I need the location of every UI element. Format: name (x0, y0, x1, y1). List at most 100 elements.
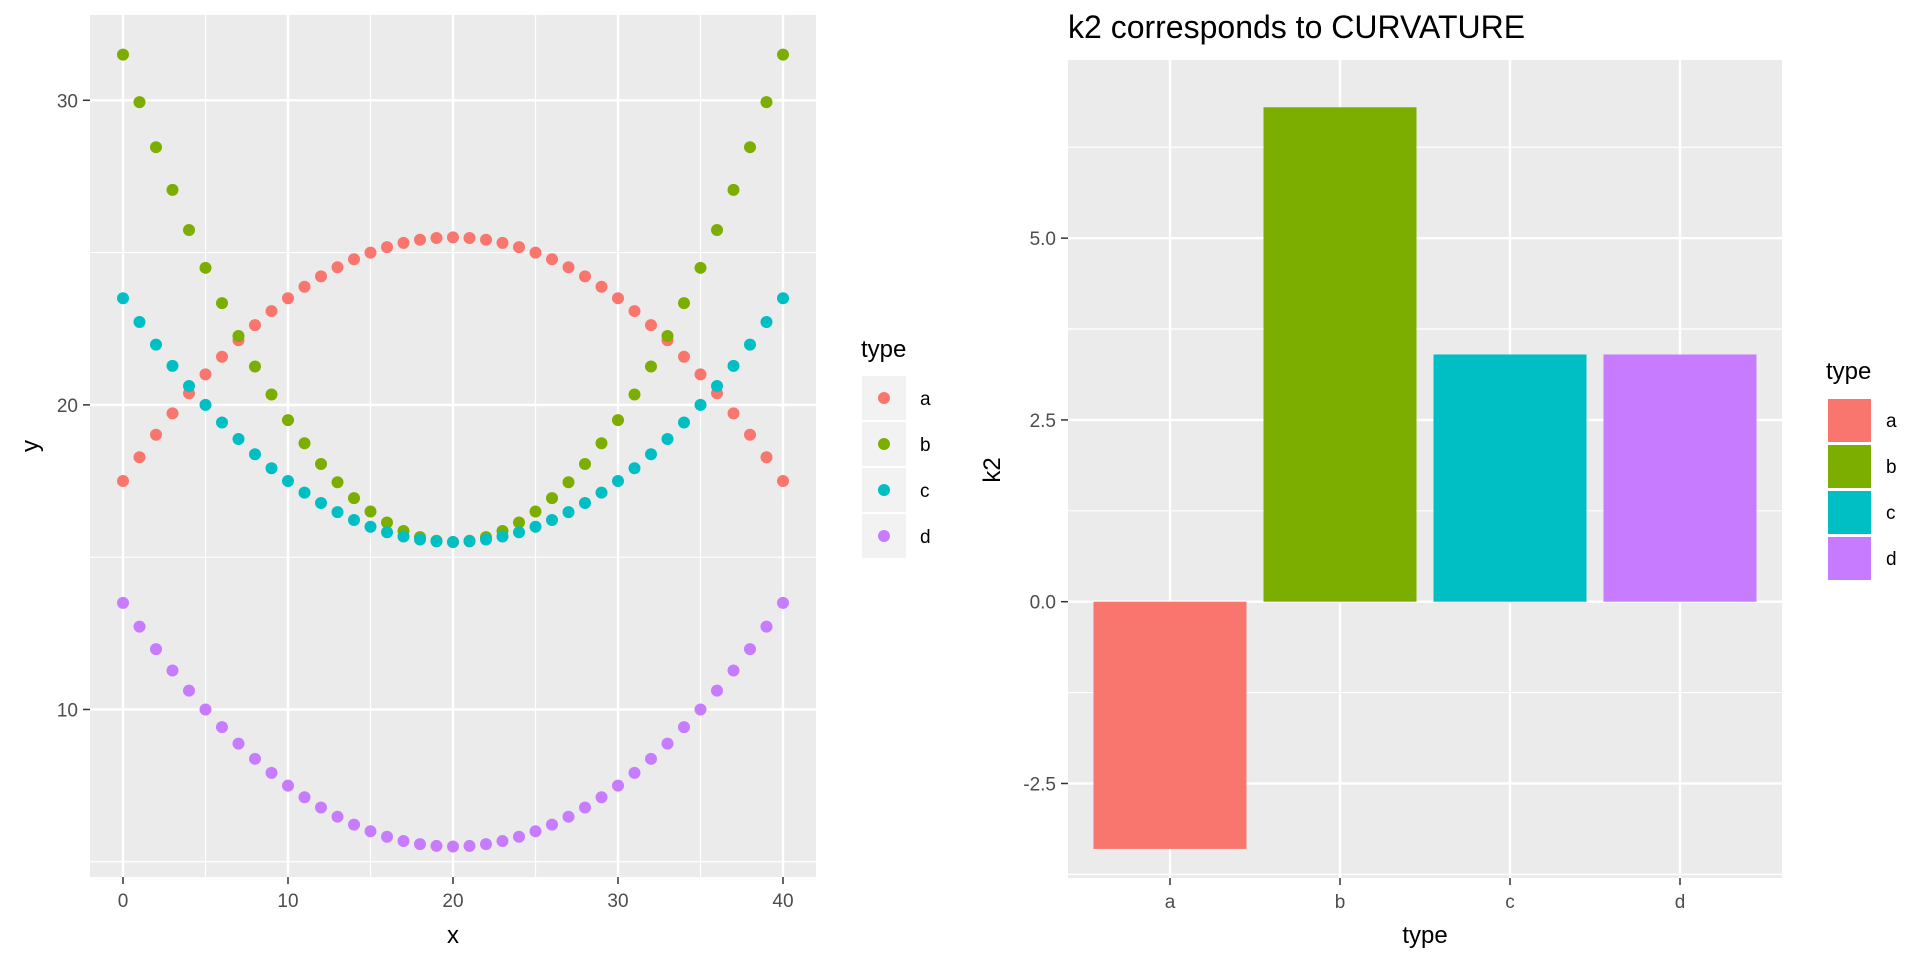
bar-y-tick-label: 2.5 (1030, 411, 1056, 432)
scatter-point (463, 839, 476, 852)
scatter-point (645, 752, 657, 765)
scatter-point (216, 416, 228, 429)
scatter-point (678, 297, 690, 310)
scatter-point (232, 330, 245, 343)
bar-chart-title: k2 corresponds to CURVATURE (1068, 9, 1525, 45)
scatter-point (232, 432, 245, 445)
scatter-x-axis: 0 10 20 30 40 (118, 877, 794, 912)
scatter-point (265, 766, 278, 779)
bar-legend-label: c (1886, 503, 1896, 524)
bar-legend-item-c: c (1828, 491, 1896, 534)
bar-legend-label: a (1886, 411, 1897, 432)
scatter-point (265, 388, 278, 401)
scatter-point (430, 535, 443, 548)
scatter-point (711, 224, 723, 237)
scatter-point (414, 533, 426, 546)
scatter-point (694, 261, 707, 274)
scatter-point (529, 520, 542, 533)
scatter-point (397, 835, 410, 848)
bar-x-tick-label: c (1505, 892, 1515, 913)
scatter-point (249, 360, 261, 373)
scatter-point (480, 233, 492, 246)
scatter-point (348, 253, 360, 266)
bar-legend-swatch (1828, 537, 1871, 580)
scatter-point (166, 359, 179, 372)
scatter-point (579, 801, 591, 814)
scatter-point (628, 305, 641, 318)
scatter-gridlines (90, 15, 816, 877)
scatter-point (546, 818, 558, 831)
scatter-point (216, 721, 228, 734)
scatter-y-tick-label: 20 (57, 396, 78, 417)
scatter-point (480, 838, 492, 851)
scatter-y-tick-label: 30 (57, 91, 78, 112)
scatter-point (381, 526, 393, 539)
scatter-point (562, 261, 575, 274)
scatter-point (777, 596, 789, 609)
scatter-point (777, 48, 789, 61)
scatter-point (760, 620, 773, 633)
scatter-legend-item-a: a (862, 376, 931, 420)
scatter-legend-label: b (920, 435, 931, 456)
scatter-point (595, 486, 608, 499)
scatter-point (546, 492, 558, 505)
bar-y-tick-label: 5.0 (1030, 229, 1056, 250)
scatter-point (711, 684, 723, 697)
scatter-point (595, 791, 608, 804)
scatter-point (562, 506, 575, 519)
scatter-x-axis-title: x (447, 922, 459, 949)
scatter-point (447, 535, 459, 548)
scatter-point (364, 246, 377, 259)
scatter-point (199, 398, 212, 411)
bar-y-tick-label: -2.5 (1023, 774, 1056, 795)
scatter-point (381, 830, 393, 843)
scatter-point (546, 514, 558, 527)
scatter-point (298, 486, 311, 499)
scatter-point (694, 368, 707, 381)
scatter-point (150, 338, 162, 351)
scatter-series-d (117, 596, 789, 853)
scatter-point (216, 350, 228, 363)
bar-x-axis: a b c d (1165, 878, 1685, 913)
scatter-point (133, 620, 146, 633)
scatter-point (562, 476, 575, 489)
scatter-point (282, 414, 294, 427)
scatter-point (133, 96, 146, 109)
scatter-point (777, 475, 789, 488)
scatter-point (150, 643, 162, 656)
scatter-point (331, 476, 344, 489)
scatter-point (612, 414, 624, 427)
scatter-series-a (117, 231, 789, 488)
bar-legend: type a b c d (1826, 358, 1897, 580)
scatter-point (166, 664, 179, 677)
scatter-point (298, 280, 311, 293)
bar-x-tick-label: b (1335, 892, 1346, 913)
scatter-point (678, 350, 690, 363)
scatter-points (117, 48, 789, 853)
scatter-point (628, 766, 641, 779)
scatter-point (216, 297, 228, 310)
bar-x-axis-title: type (1402, 922, 1447, 949)
scatter-point (711, 379, 723, 392)
bar-a (1093, 601, 1247, 849)
bar-legend-item-b: b (1828, 445, 1897, 488)
scatter-point (364, 520, 377, 533)
bar-y-axis-title: k2 (979, 457, 1006, 482)
scatter-point (282, 779, 294, 792)
scatter-point (628, 388, 641, 401)
scatter-legend-label: d (920, 527, 931, 548)
scatter-point (727, 664, 740, 677)
bar-legend-item-d: d (1828, 537, 1897, 580)
scatter-legend-swatch (878, 530, 890, 542)
scatter-point (117, 596, 129, 609)
scatter-point (496, 835, 509, 848)
scatter-legend-item-c: c (862, 468, 930, 512)
scatter-point (579, 457, 591, 470)
scatter-point (595, 437, 608, 450)
bar-d (1603, 354, 1757, 602)
scatter-point (150, 141, 162, 154)
bar-panel: k2 corresponds to CURVATURE a b c d -2.5 0.0… (979, 9, 1897, 949)
scatter-legend-item-b: b (862, 422, 931, 466)
scatter-point (282, 475, 294, 488)
scatter-point (595, 280, 608, 293)
